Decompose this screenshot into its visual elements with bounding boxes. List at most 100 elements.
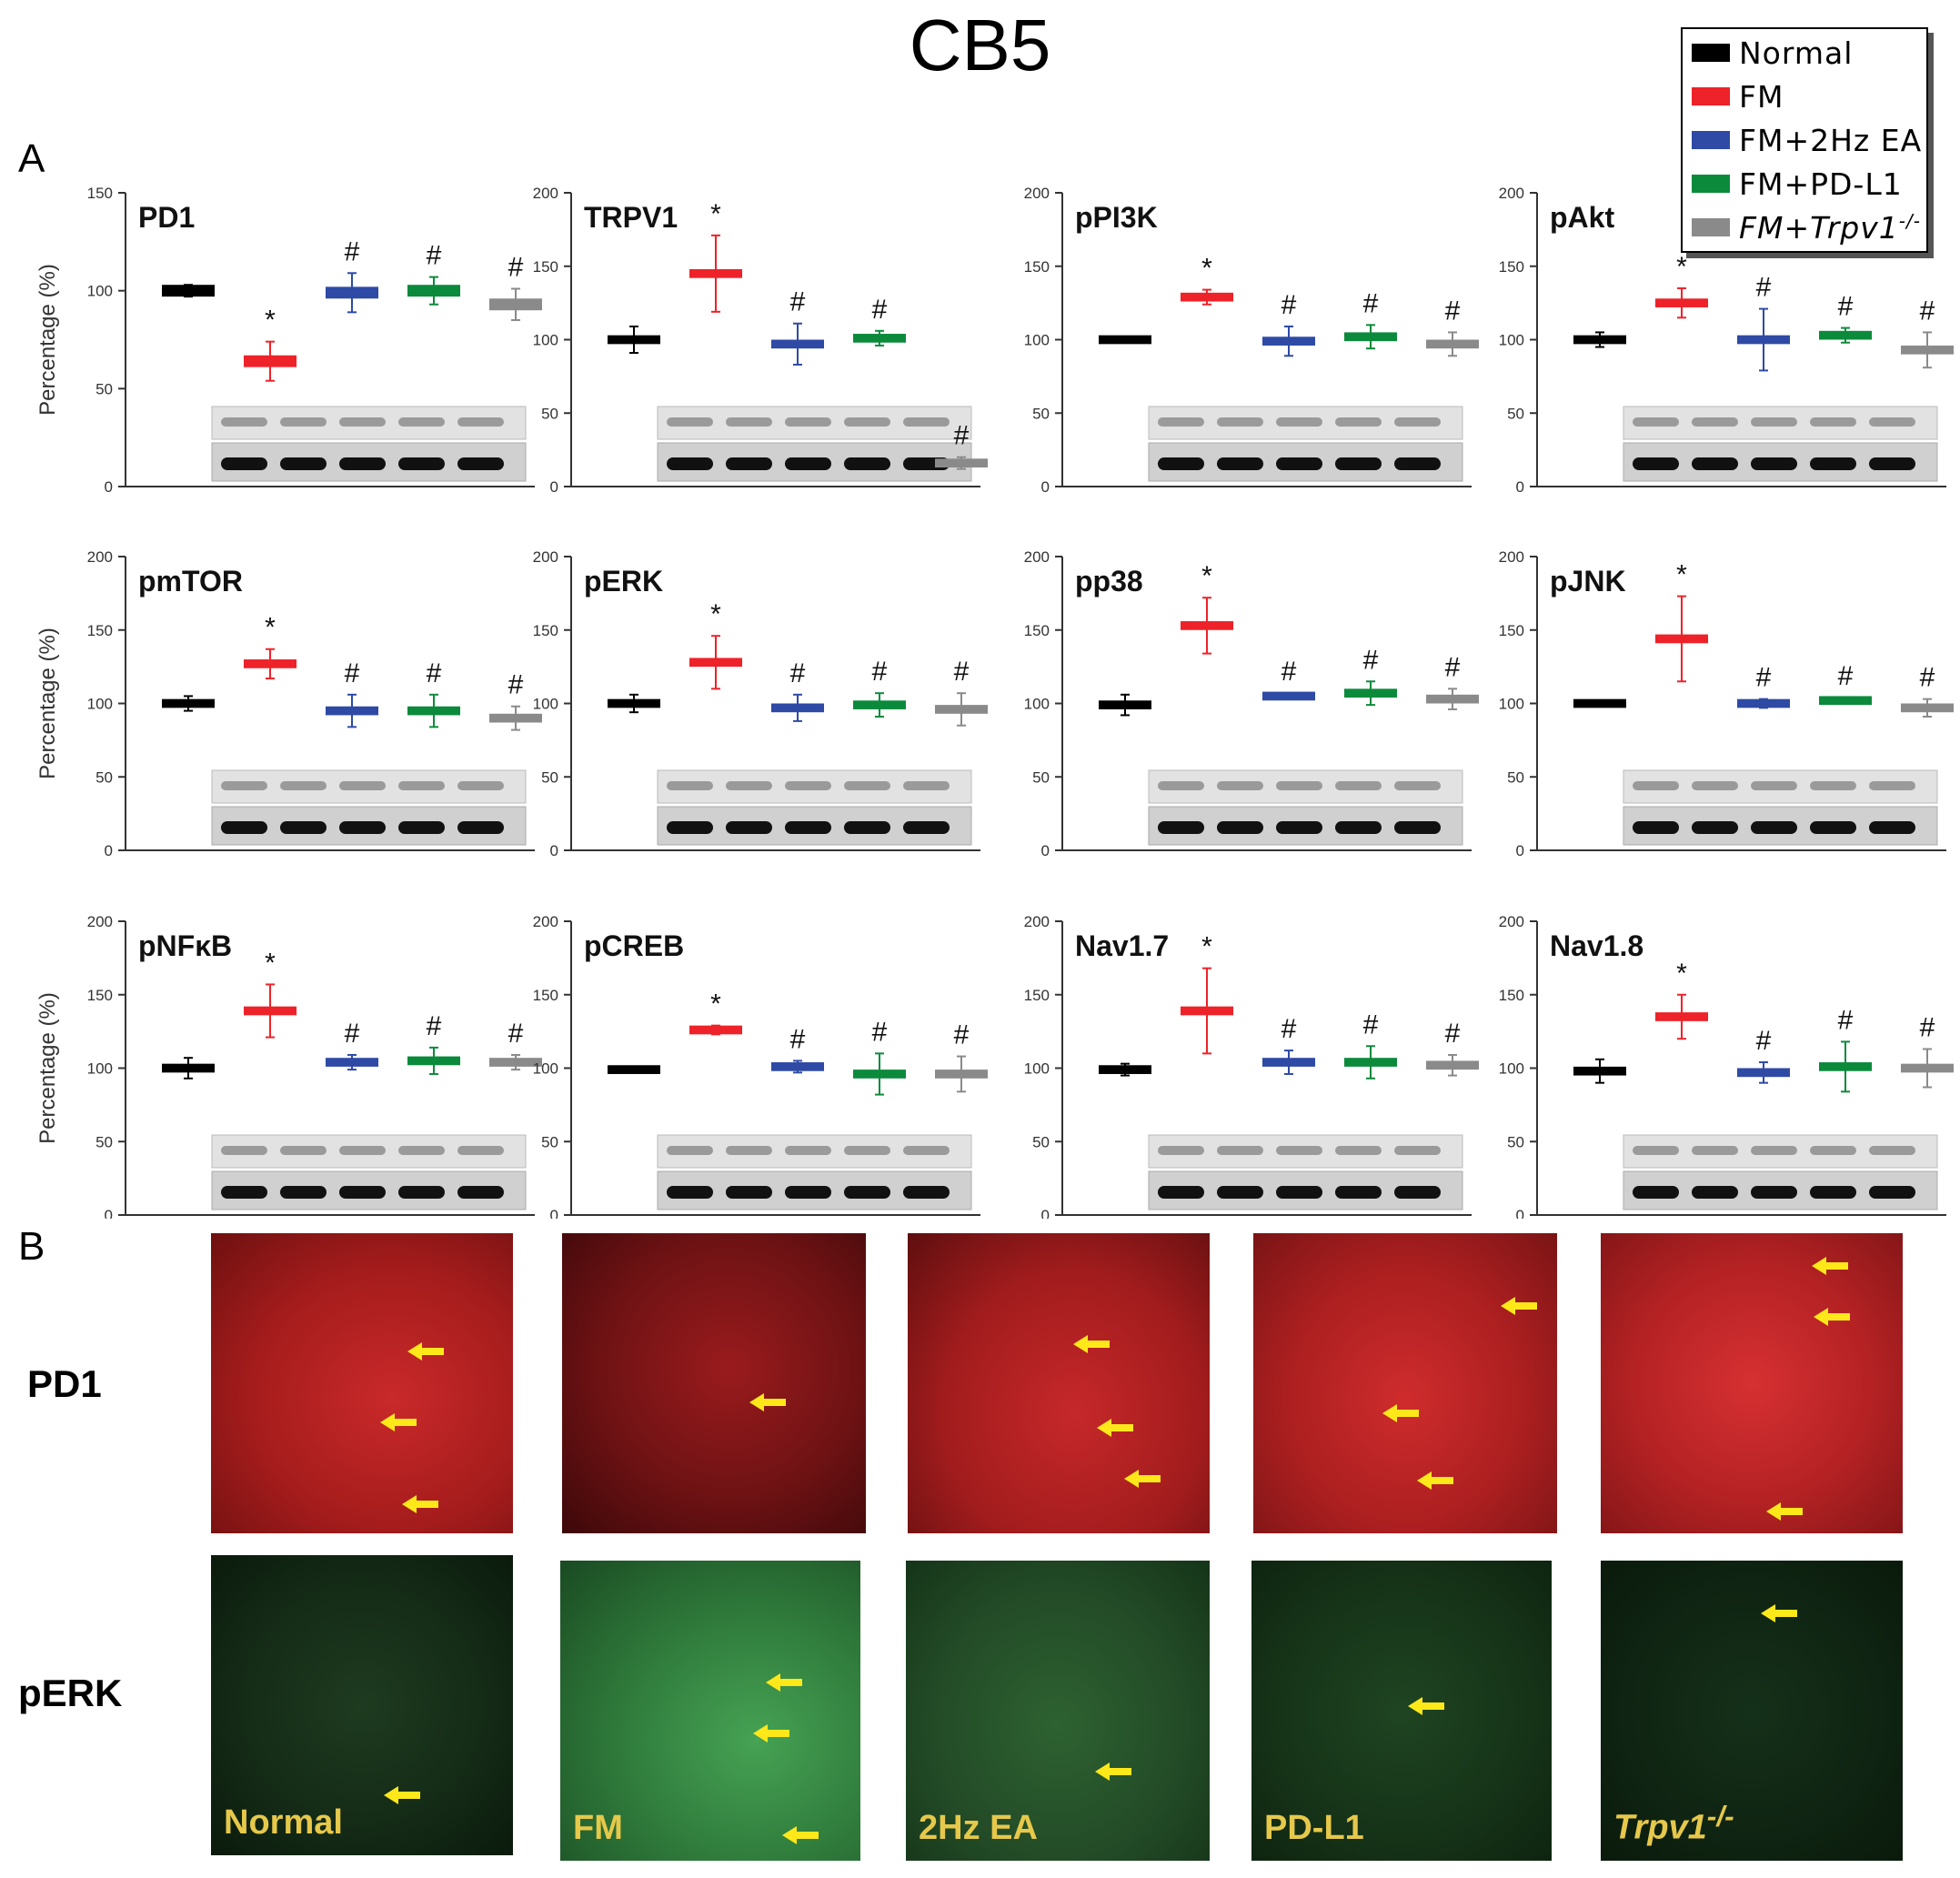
- blot-lane-bottom: [1869, 1186, 1915, 1199]
- y-tick-label: 50: [95, 380, 113, 397]
- y-tick-label: 200: [533, 548, 558, 566]
- chart-title: pJNK: [1550, 565, 1626, 598]
- significance-mark: #: [1363, 645, 1379, 675]
- micrograph-perk-trpv1: Trpv1-/-: [1601, 1561, 1903, 1861]
- y-tick-label: 100: [1024, 696, 1050, 713]
- blot-lane-bottom: [1692, 821, 1738, 834]
- blot-lane-top: [785, 1146, 831, 1155]
- arrow-icon: [1417, 1471, 1453, 1490]
- arrow-icon: [407, 1342, 444, 1361]
- significance-mark: *: [1201, 932, 1212, 962]
- micrograph-pd1-fm: [562, 1233, 866, 1533]
- significance-mark: #: [1282, 657, 1297, 687]
- legend-swatch: [1692, 131, 1730, 149]
- y-tick-label: 50: [1032, 768, 1050, 786]
- y-tick-label: 150: [1024, 987, 1050, 1004]
- y-tick-label: 0: [1041, 478, 1050, 496]
- blot-lane-bottom: [726, 821, 772, 834]
- y-tick-label: 200: [1024, 185, 1050, 202]
- blot-lane-bottom: [1394, 457, 1441, 470]
- y-tick-label: 50: [1032, 1133, 1050, 1150]
- blot-lane-top: [280, 417, 327, 427]
- blot-lane-bottom: [1810, 821, 1856, 834]
- blot-lane-top: [726, 781, 772, 790]
- chart-title: TRPV1: [584, 201, 678, 234]
- blot-lane-top: [339, 781, 386, 790]
- chart-title: PD1: [138, 201, 195, 234]
- y-tick-label: 100: [87, 283, 113, 300]
- blot-lane-top: [667, 417, 713, 427]
- significance-mark: #: [954, 421, 970, 451]
- significance-mark: #: [1363, 1009, 1379, 1039]
- significance-mark: #: [1838, 1005, 1854, 1035]
- significance-mark: #: [508, 253, 524, 283]
- y-tick-label: 150: [1499, 987, 1524, 1004]
- chart-title: Nav1.8: [1550, 929, 1643, 962]
- arrow-icon: [1382, 1404, 1419, 1422]
- blot-lane-bottom: [1869, 457, 1915, 470]
- significance-mark: #: [427, 1011, 442, 1041]
- legend: Normal FM FM+2Hz EA FM+PD-L1 FM+Trpv1-/-: [1681, 27, 1928, 253]
- blot-lane-top: [1869, 781, 1915, 790]
- blot-lane-bottom: [339, 1186, 386, 1199]
- significance-mark: *: [1201, 254, 1212, 284]
- y-tick-label: 0: [105, 478, 113, 496]
- blot-lane-top: [457, 1146, 504, 1155]
- blot-lane-bottom: [726, 457, 772, 470]
- significance-mark: #: [1445, 1019, 1461, 1049]
- blot-lane-bottom: [903, 821, 950, 834]
- y-tick-label: 150: [87, 622, 113, 639]
- y-tick-label: 200: [1499, 185, 1524, 202]
- significance-mark: #: [1282, 1014, 1297, 1044]
- arrow-icon: [384, 1786, 420, 1804]
- significance-mark: #: [954, 657, 970, 687]
- y-tick-label: 100: [1024, 1060, 1050, 1078]
- blot-lane-top: [457, 417, 504, 427]
- blot-lane-bottom: [1276, 1186, 1322, 1199]
- arrow-icon: [1408, 1697, 1444, 1715]
- arrow-icon: [1124, 1470, 1161, 1488]
- y-tick-label: 100: [533, 332, 558, 349]
- legend-label: Normal: [1739, 35, 1854, 71]
- y-tick-label: 100: [87, 696, 113, 713]
- significance-mark: *: [710, 199, 721, 229]
- figure-title: CB5: [909, 5, 1051, 85]
- blot-lane-bottom: [785, 457, 831, 470]
- blot-lane-top: [1810, 781, 1856, 790]
- blot-lane-bottom: [1692, 457, 1738, 470]
- blot-lane-top: [1810, 417, 1856, 427]
- y-tick-label: 150: [1024, 622, 1050, 639]
- y-tick-label: 50: [95, 1133, 113, 1150]
- y-tick-label: 150: [1499, 622, 1524, 639]
- y-tick-label: 0: [550, 842, 558, 859]
- micrograph-label: Normal: [224, 1803, 343, 1842]
- y-tick-label: 50: [541, 1133, 558, 1150]
- micrograph-label: Trpv1-/-: [1613, 1800, 1734, 1847]
- blot-lane-top: [398, 1146, 445, 1155]
- blot-lane-top: [221, 417, 267, 427]
- y-tick-label: 100: [1024, 332, 1050, 349]
- western-blot-bar-charts: 0 50 100 150 Percentage (%) PD1 * # # #0 50 100 150 2…: [35, 185, 1954, 1219]
- blot-lane-bottom: [844, 821, 890, 834]
- y-tick-label: 150: [533, 622, 558, 639]
- legend-label: FM+2Hz EA: [1739, 122, 1923, 158]
- blot-lane-bottom: [280, 821, 327, 834]
- blot-lane-top: [1394, 781, 1441, 790]
- blot-lane-top: [1158, 1146, 1204, 1155]
- significance-mark: #: [345, 1019, 360, 1049]
- blot-lane-bottom: [280, 1186, 327, 1199]
- y-tick-label: 150: [1024, 258, 1050, 276]
- arrow-icon: [402, 1495, 438, 1513]
- blot-lane-top: [221, 781, 267, 790]
- legend-item-fm-2hz-ea: FM+2Hz EA: [1692, 120, 1922, 160]
- arrow-icon: [1766, 1502, 1803, 1521]
- blot-lane-top: [398, 781, 445, 790]
- y-tick-label: 200: [533, 185, 558, 202]
- micrograph-pd1-pd-l1: [1253, 1233, 1557, 1533]
- significance-mark: #: [1920, 1013, 1935, 1043]
- blot-lane-bottom: [457, 821, 504, 834]
- significance-mark: #: [1756, 273, 1772, 303]
- blot-lane-top: [1751, 417, 1797, 427]
- blot-lane-bottom: [1335, 1186, 1382, 1199]
- legend-label: FM+PD-L1: [1739, 166, 1903, 202]
